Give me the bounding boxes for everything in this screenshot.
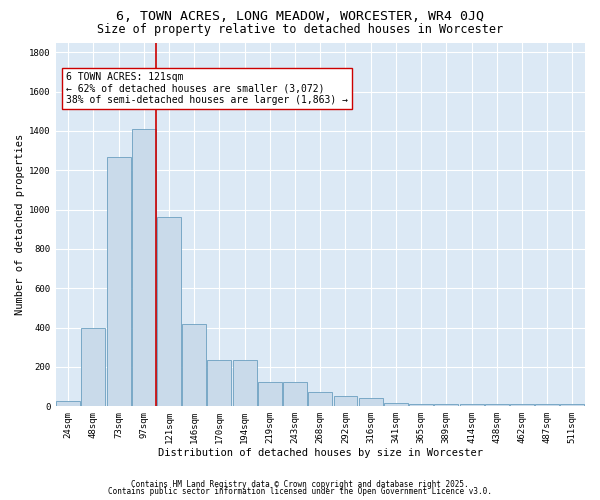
Bar [359,398,383,406]
Bar [283,382,307,406]
Y-axis label: Number of detached properties: Number of detached properties [15,134,25,315]
Bar [258,382,282,406]
Bar [157,218,181,406]
Text: Contains HM Land Registry data © Crown copyright and database right 2025.: Contains HM Land Registry data © Crown c… [131,480,469,489]
Bar [132,129,156,406]
Bar [485,404,509,406]
Bar [535,404,559,406]
Bar [56,402,80,406]
Bar [434,404,458,406]
Text: Size of property relative to detached houses in Worcester: Size of property relative to detached ho… [97,22,503,36]
Bar [460,404,484,406]
X-axis label: Distribution of detached houses by size in Worcester: Distribution of detached houses by size … [158,448,483,458]
Text: 6 TOWN ACRES: 121sqm
← 62% of detached houses are smaller (3,072)
38% of semi-de: 6 TOWN ACRES: 121sqm ← 62% of detached h… [66,72,348,105]
Bar [208,360,232,406]
Bar [560,404,584,406]
Text: 6, TOWN ACRES, LONG MEADOW, WORCESTER, WR4 0JQ: 6, TOWN ACRES, LONG MEADOW, WORCESTER, W… [116,10,484,23]
Bar [334,396,358,406]
Bar [384,404,408,406]
Bar [308,392,332,406]
Bar [409,404,433,406]
Bar [182,324,206,406]
Bar [510,404,534,406]
Text: Contains public sector information licensed under the Open Government Licence v3: Contains public sector information licen… [108,488,492,496]
Bar [107,156,131,406]
Bar [233,360,257,406]
Bar [82,328,106,406]
